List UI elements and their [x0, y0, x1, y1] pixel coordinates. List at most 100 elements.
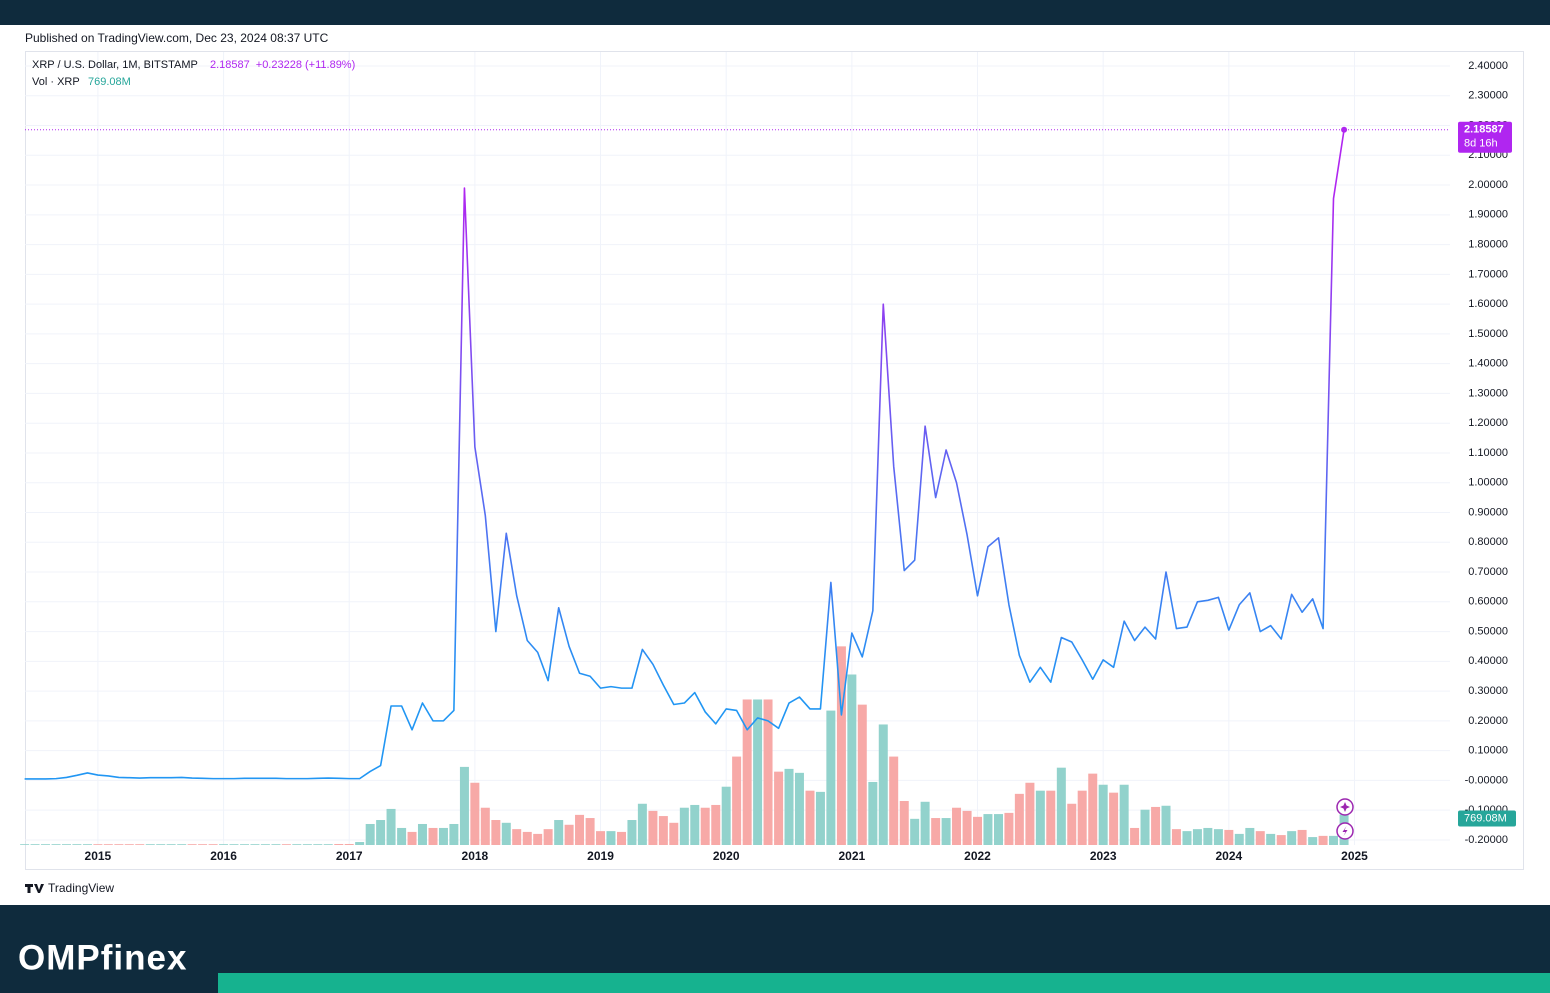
- volume-bar: [669, 822, 679, 845]
- volume-bar: [177, 844, 187, 845]
- volume-bar: [794, 772, 804, 845]
- symbol: XRP / U.S. Dollar, 1M, BITSTAMP: [32, 59, 198, 71]
- volume-bar: [135, 844, 145, 845]
- plot: 2.400002.300002.200002.100002.000001.900…: [20, 52, 1508, 863]
- volume-bar: [1088, 773, 1098, 845]
- y-tick-label: 1.20000: [1468, 417, 1508, 429]
- volume-bar: [82, 844, 92, 845]
- volume-bar: [323, 844, 333, 845]
- volume-bar: [480, 807, 490, 845]
- volume-bar: [1245, 827, 1255, 845]
- volume-bar: [878, 724, 888, 845]
- volume-bar: [648, 810, 658, 845]
- volume-bar: [1140, 809, 1150, 845]
- y-tick-label: 2.40000: [1468, 60, 1508, 72]
- volume-bar: [250, 844, 260, 845]
- volume-bar: [554, 820, 564, 845]
- volume-bar: [1109, 792, 1119, 845]
- logo-text: TradingView: [48, 881, 114, 895]
- volume-bar: [774, 771, 784, 845]
- volume-bar: [156, 844, 166, 845]
- volume-bar: [1213, 829, 1223, 845]
- volume-bar: [1130, 827, 1140, 845]
- volume-bar: [1224, 829, 1234, 845]
- volume-bar: [281, 844, 291, 845]
- volume-bar: [1255, 831, 1265, 845]
- volume-bar: [1004, 812, 1014, 845]
- volume-bar: [522, 831, 532, 845]
- volume-bar: [491, 820, 501, 845]
- price-tag-value: 2.18587: [1464, 124, 1504, 136]
- x-tick-label: 2020: [713, 849, 740, 863]
- volume-bar: [1067, 803, 1077, 845]
- last-price-dot: [1341, 126, 1348, 133]
- volume-bar: [501, 822, 511, 845]
- volume-title: Vol · XRP: [32, 76, 80, 88]
- y-tick-label: 1.50000: [1468, 328, 1508, 340]
- indicator-icons[interactable]: [1336, 798, 1354, 840]
- volume-bar: [292, 844, 302, 845]
- volume-bar: [868, 781, 878, 845]
- volume-bar: [198, 844, 208, 845]
- icon-glyph: [1342, 826, 1348, 836]
- volume-bar: [543, 829, 553, 845]
- chart-frame: [25, 51, 1524, 870]
- footer-logo: TradingView: [25, 881, 114, 895]
- volume-bar: [931, 818, 941, 845]
- volume-bar: [302, 844, 312, 845]
- volume-bar: [564, 824, 574, 845]
- x-tick-label: 2016: [210, 849, 237, 863]
- volume-bar: [386, 808, 396, 845]
- volume-bar: [585, 818, 595, 845]
- top-bar: [0, 0, 1550, 25]
- y-tick-label: 1.30000: [1468, 387, 1508, 399]
- y-tick-label: 0.20000: [1468, 715, 1508, 727]
- volume-bar: [711, 804, 721, 845]
- volume-bar: [1119, 784, 1129, 845]
- header-price: 2.18587: [210, 59, 250, 71]
- price-line: [24, 129, 1345, 780]
- y-tick-label: 1.90000: [1468, 209, 1508, 221]
- volume-bar: [1014, 793, 1024, 845]
- volume-bar: [344, 844, 354, 845]
- volume-bar: [1276, 835, 1286, 845]
- y-tick-label: 1.00000: [1468, 477, 1508, 489]
- y-tick-label: 1.80000: [1468, 239, 1508, 251]
- y-tick-label: 2.00000: [1468, 179, 1508, 191]
- x-tick-label: 2017: [336, 849, 363, 863]
- volume-bar: [533, 833, 543, 845]
- header-change: +0.23228 (+11.89%): [256, 59, 355, 71]
- y-tick-label: 0.60000: [1468, 596, 1508, 608]
- y-tick-label: 0.90000: [1468, 506, 1508, 518]
- y-tick-label: 1.70000: [1468, 268, 1508, 280]
- volume-bar: [1151, 806, 1161, 845]
- y-tick-label: 0.80000: [1468, 536, 1508, 548]
- y-tick-label: 1.10000: [1468, 447, 1508, 459]
- volume-bar: [836, 646, 846, 845]
- volume-bar: [962, 810, 972, 845]
- volume-bar: [952, 807, 962, 845]
- volume-bar: [732, 756, 742, 845]
- logo-mark: [25, 884, 44, 893]
- x-tick-label: 2023: [1090, 849, 1117, 863]
- volume-bar: [93, 844, 103, 845]
- y-tick-label: 1.40000: [1468, 358, 1508, 370]
- volume-bar: [857, 704, 867, 845]
- volume-bar: [417, 823, 427, 845]
- volume-bar: [145, 844, 155, 845]
- volume-bar: [617, 831, 627, 845]
- volume-bar: [690, 804, 700, 845]
- volume-bar: [596, 831, 606, 845]
- price-tag-countdown: 8d 16h: [1464, 138, 1498, 150]
- volume-bar: [1161, 805, 1171, 845]
- x-tick-label: 2025: [1341, 849, 1368, 863]
- volume-bar: [920, 801, 930, 845]
- volume-bar: [721, 786, 731, 845]
- volume-bar: [889, 756, 899, 845]
- volume-bar: [260, 844, 270, 845]
- volume-bar: [30, 844, 40, 845]
- volume-bar: [219, 844, 229, 845]
- volume-bar: [365, 823, 375, 845]
- volume-bar: [187, 844, 197, 845]
- x-tick-label: 2018: [462, 849, 489, 863]
